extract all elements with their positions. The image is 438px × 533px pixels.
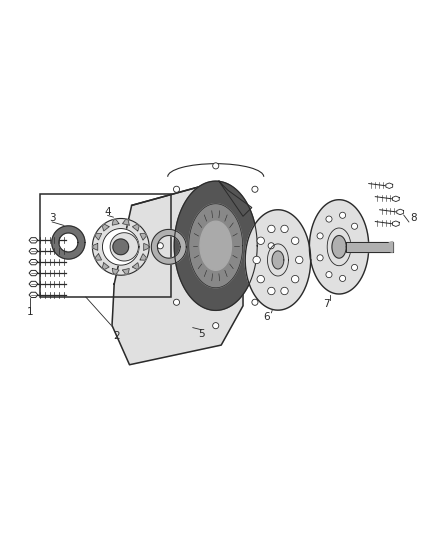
Polygon shape [102, 229, 139, 265]
Circle shape [326, 272, 332, 278]
Circle shape [296, 256, 303, 264]
Polygon shape [93, 244, 98, 251]
Polygon shape [392, 221, 399, 227]
Polygon shape [174, 181, 257, 310]
Polygon shape [29, 270, 38, 276]
Polygon shape [112, 220, 119, 225]
Polygon shape [388, 241, 393, 252]
Text: 1: 1 [27, 308, 34, 317]
Polygon shape [29, 238, 38, 243]
Polygon shape [332, 236, 346, 258]
Polygon shape [112, 269, 119, 274]
Polygon shape [272, 251, 284, 269]
Circle shape [257, 276, 265, 283]
Circle shape [281, 225, 288, 232]
Polygon shape [219, 181, 252, 216]
Polygon shape [29, 281, 38, 287]
Polygon shape [132, 263, 139, 269]
Polygon shape [52, 226, 85, 259]
Polygon shape [151, 229, 186, 264]
Polygon shape [309, 200, 369, 294]
Polygon shape [102, 263, 109, 269]
Polygon shape [29, 292, 38, 297]
Circle shape [157, 243, 163, 249]
Circle shape [351, 223, 357, 229]
Polygon shape [123, 220, 129, 225]
Circle shape [213, 163, 219, 169]
Polygon shape [92, 219, 149, 275]
Polygon shape [110, 233, 138, 261]
Polygon shape [392, 196, 399, 201]
Circle shape [291, 237, 299, 245]
Text: 6: 6 [264, 312, 270, 322]
Circle shape [326, 216, 332, 222]
Text: 2: 2 [113, 332, 120, 341]
Text: 5: 5 [198, 329, 205, 339]
Circle shape [268, 287, 275, 295]
Circle shape [252, 186, 258, 192]
Circle shape [291, 276, 299, 283]
Text: 3: 3 [49, 214, 56, 223]
Circle shape [339, 212, 346, 219]
Polygon shape [112, 181, 243, 365]
Polygon shape [200, 221, 232, 270]
Polygon shape [140, 254, 146, 260]
Text: 4: 4 [104, 207, 111, 217]
Circle shape [317, 233, 323, 239]
Polygon shape [397, 209, 403, 215]
Text: 8: 8 [410, 214, 417, 223]
Circle shape [257, 237, 265, 245]
Polygon shape [346, 241, 393, 252]
Polygon shape [132, 224, 139, 231]
Circle shape [339, 276, 346, 281]
Polygon shape [144, 244, 148, 251]
Polygon shape [95, 233, 102, 240]
Polygon shape [140, 233, 146, 240]
Polygon shape [29, 248, 38, 254]
Polygon shape [113, 239, 129, 255]
Circle shape [268, 243, 274, 249]
Bar [40, 195, 171, 297]
Circle shape [253, 256, 260, 264]
Polygon shape [29, 260, 38, 265]
Text: 7: 7 [323, 298, 329, 309]
Circle shape [213, 322, 219, 329]
Circle shape [351, 264, 357, 271]
Circle shape [173, 299, 180, 305]
Polygon shape [386, 183, 393, 189]
Circle shape [252, 299, 258, 305]
Circle shape [356, 244, 362, 250]
Polygon shape [102, 224, 109, 231]
Circle shape [317, 255, 323, 261]
Polygon shape [245, 210, 311, 310]
Circle shape [268, 225, 275, 232]
Polygon shape [95, 254, 102, 260]
Polygon shape [123, 269, 129, 274]
Polygon shape [189, 204, 243, 288]
Circle shape [173, 186, 180, 192]
Circle shape [281, 287, 288, 295]
